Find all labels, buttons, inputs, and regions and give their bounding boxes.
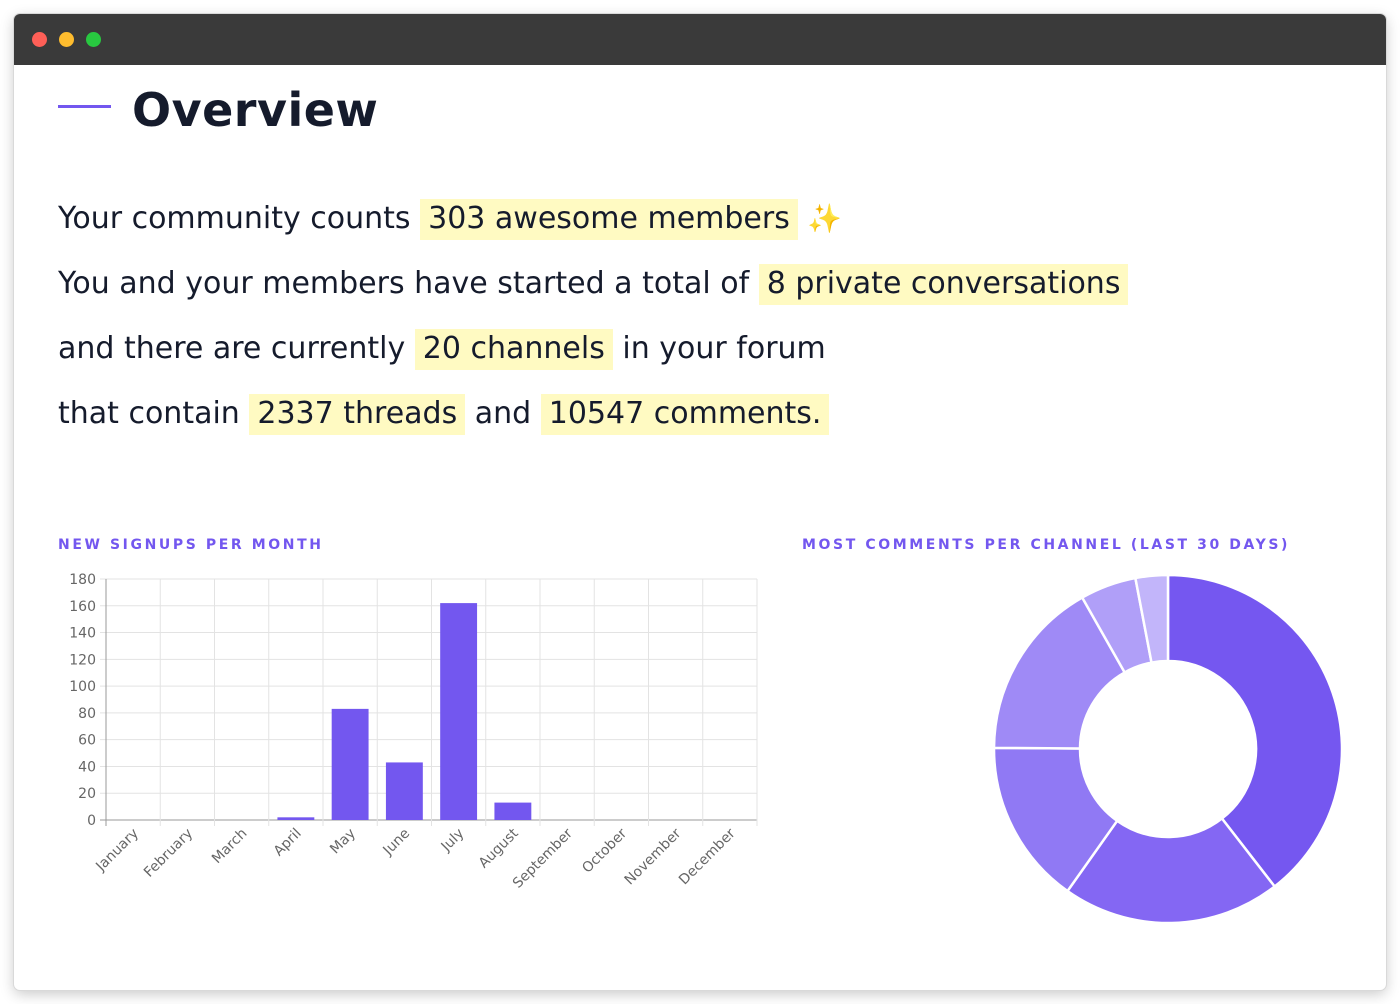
community-stats: Your community counts 303 awesome member…: [58, 199, 1308, 461]
page-title: Overview: [132, 83, 379, 137]
donut-slice-6: [1133, 573, 1170, 665]
maximize-window-button[interactable]: [86, 32, 101, 47]
comments-chart-title: MOST COMMENTS PER CHANNEL (LAST 30 DAYS): [802, 537, 1291, 553]
stat-text: and there are currently: [58, 331, 406, 366]
title-accent-line: [58, 105, 111, 108]
x-tick-label: April: [271, 826, 305, 860]
overview-page: Overview Your community counts 303 aweso…: [14, 65, 1386, 990]
threads-count-highlight: 2337 threads: [249, 394, 466, 435]
window-titlebar: [14, 14, 1386, 65]
x-tick-label: December: [676, 825, 739, 888]
donut-slice-4: [992, 595, 1127, 750]
x-tick-label: November: [622, 825, 685, 888]
y-tick-label: 100: [69, 679, 96, 695]
minimize-window-button[interactable]: [59, 32, 74, 47]
y-tick-label: 60: [78, 733, 96, 749]
stat-line-conversations: You and your members have started a tota…: [58, 264, 1308, 331]
y-tick-label: 80: [78, 706, 96, 722]
bar-august: [494, 802, 532, 820]
y-tick-label: 140: [69, 626, 96, 642]
y-tick-label: 180: [69, 572, 96, 588]
stat-line-channels: and there are currently 20 channels in y…: [58, 329, 1308, 396]
y-tick-label: 120: [69, 652, 96, 668]
stat-line-threads-comments: that contain 2337 threads and 10547 comm…: [58, 394, 1308, 461]
y-tick-label: 0: [87, 813, 96, 829]
stat-text: and: [474, 396, 532, 431]
x-tick-label: May: [327, 826, 359, 858]
bar-july: [440, 603, 478, 820]
x-tick-label: October: [579, 825, 630, 876]
stat-line-members: Your community counts 303 awesome member…: [58, 199, 1308, 266]
donut-slice-3: [992, 746, 1119, 893]
signups-bar-chart: 0 20 40 60 80 100 120 140 160 180 January February M…: [69, 572, 758, 892]
x-tick-label: February: [141, 826, 196, 881]
comments-donut-chart: [992, 573, 1344, 925]
stat-text: Your community counts: [58, 201, 411, 236]
stat-text: in your forum: [622, 331, 826, 366]
conversations-count-highlight: 8 private conversations: [758, 264, 1129, 305]
bar-june: [385, 762, 423, 820]
browser-window: Overview Your community counts 303 aweso…: [14, 14, 1386, 990]
donut-slice-1: [1166, 573, 1344, 889]
close-window-button[interactable]: [32, 32, 47, 47]
y-tick-label: 160: [69, 599, 96, 615]
channels-count-highlight: 20 channels: [414, 329, 613, 370]
x-tick-label: January: [92, 826, 142, 876]
x-tick-label: March: [209, 826, 250, 867]
members-count-highlight: 303 awesome members: [420, 199, 798, 240]
stat-text: that contain: [58, 396, 240, 431]
signups-chart-title: NEW SIGNUPS PER MONTH: [58, 537, 324, 553]
comments-count-highlight: 10547 comments.: [540, 394, 830, 435]
donut-slice-2: [1065, 816, 1277, 925]
stat-text: You and your members have started a tota…: [58, 266, 750, 301]
sparkles-icon: ✨: [807, 202, 843, 235]
y-tick-label: 20: [78, 786, 96, 802]
bar-april: [277, 817, 315, 820]
x-tick-label: August: [476, 825, 522, 871]
x-tick-label: July: [438, 826, 468, 856]
y-tick-label: 40: [78, 759, 96, 775]
bar-may: [331, 708, 369, 820]
x-tick-label: June: [380, 826, 414, 860]
